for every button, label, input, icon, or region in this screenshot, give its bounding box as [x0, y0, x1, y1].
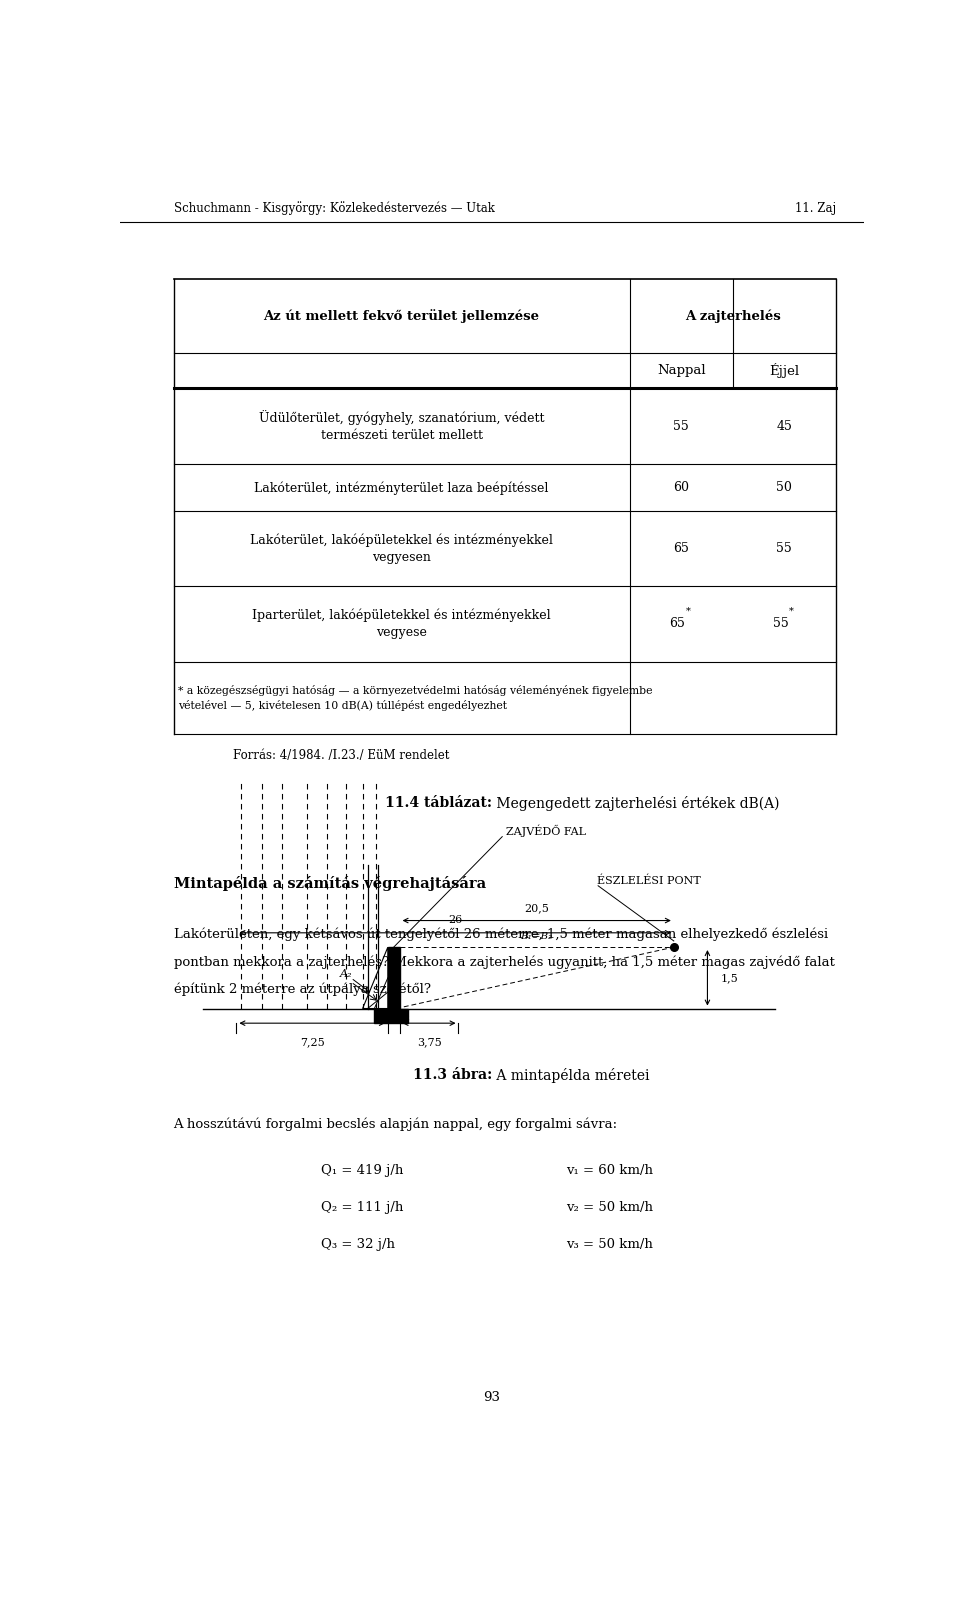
Text: 11.3 ábra:: 11.3 ábra:: [413, 1067, 492, 1082]
Text: A₂: A₂: [340, 969, 352, 979]
Text: 60: 60: [673, 482, 689, 494]
Bar: [388, 947, 399, 1008]
Text: A zajterhelés: A zajterhelés: [684, 310, 780, 323]
Text: Éjjel: Éjjel: [769, 363, 800, 379]
Text: 26: 26: [448, 915, 463, 926]
Text: 65: 65: [673, 542, 689, 555]
Text: Q₂ = 111 j/h: Q₂ = 111 j/h: [321, 1201, 403, 1213]
Text: Lakóterületen, egy kétsávos út tengelyétől 26 méterre, 1,5 méter magasan elhelye: Lakóterületen, egy kétsávos út tengelyét…: [174, 928, 828, 942]
Text: építünk 2 méterre az útpálya szélétől?: építünk 2 méterre az útpálya szélétől?: [174, 982, 431, 995]
Text: 11. Zaj: 11. Zaj: [795, 202, 836, 215]
Text: 55: 55: [773, 618, 788, 631]
Text: B₁=B₂: B₁=B₂: [520, 933, 553, 941]
Text: 55: 55: [673, 419, 689, 433]
Text: Lakóterület, lakóépületekkel és intézményekkel
vegyesen: Lakóterület, lakóépületekkel és intézmén…: [251, 533, 553, 563]
Text: Lakóterület, intézményterület laza beépítéssel: Lakóterület, intézményterület laza beépí…: [254, 482, 549, 494]
Text: v₁ = 60 km/h: v₁ = 60 km/h: [566, 1164, 654, 1176]
Text: 1,5: 1,5: [721, 973, 738, 982]
Text: A₁: A₁: [398, 1011, 411, 1022]
Text: Iparterület, lakóépületekkel és intézményekkel
vegyese: Iparterület, lakóépületekkel és intézmén…: [252, 608, 551, 639]
Text: A mintapélda méretei: A mintapélda méretei: [492, 1067, 650, 1083]
Text: 50: 50: [777, 482, 792, 494]
Bar: [374, 1008, 408, 1022]
Text: A hosszútávú forgalmi becslés alapján nappal, egy forgalmi sávra:: A hosszútávú forgalmi becslés alapján na…: [174, 1117, 617, 1130]
Text: *: *: [788, 607, 793, 616]
Text: Nappal: Nappal: [657, 364, 706, 377]
Text: 65: 65: [669, 618, 685, 631]
Text: pontban mekkora a zajterhelés? Mekkora a zajterhelés ugyanitt, ha 1,5 méter maga: pontban mekkora a zajterhelés? Mekkora a…: [174, 955, 834, 969]
Text: Az út mellett fekvő terület jellemzése: Az út mellett fekvő terület jellemzése: [264, 310, 540, 323]
Text: ZAJVÉDŐ FAL: ZAJVÉDŐ FAL: [506, 823, 586, 836]
Text: 55: 55: [777, 542, 792, 555]
Text: 11.4 táblázat:: 11.4 táblázat:: [385, 796, 492, 809]
Text: 20,5: 20,5: [524, 904, 549, 913]
Text: 93: 93: [484, 1392, 500, 1404]
Text: 45: 45: [777, 419, 792, 433]
Text: Mintapélda a számítás végrehajtására: Mintapélda a számítás végrehajtására: [174, 876, 486, 891]
Text: 7,25: 7,25: [300, 1037, 324, 1046]
Text: Q₁ = 419 j/h: Q₁ = 419 j/h: [321, 1164, 403, 1176]
Text: v₂ = 50 km/h: v₂ = 50 km/h: [566, 1201, 654, 1213]
Text: Megengedett zajterhelési értékek dB(A): Megengedett zajterhelési értékek dB(A): [492, 796, 780, 811]
Text: Q₃ = 32 j/h: Q₃ = 32 j/h: [321, 1237, 395, 1252]
Text: v₃ = 50 km/h: v₃ = 50 km/h: [566, 1237, 653, 1252]
Text: ÉSZLELÉSI PONT: ÉSZLELÉSI PONT: [597, 875, 701, 886]
Text: Schuchmann - Kisgyörgy: Közlekedéstervezés — Utak: Schuchmann - Kisgyörgy: Közlekedésterv…: [174, 202, 494, 215]
Text: Üdülőterület, gyógyhely, szanatórium, védett
természeti terület mellett: Üdülőterület, gyógyhely, szanatórium, vé…: [259, 411, 544, 441]
Text: Forrás: 4/1984. /I.23./ EüM rendelet: Forrás: 4/1984. /I.23./ EüM rendelet: [233, 750, 449, 762]
Text: 3,75: 3,75: [417, 1037, 442, 1046]
Text: *: *: [685, 607, 690, 616]
Text: * a közegészségügyi hatóság — a környezetvédelmi hatóság véleményének figyelembe: * a közegészségügyi hatóság — a környeze…: [178, 685, 653, 711]
